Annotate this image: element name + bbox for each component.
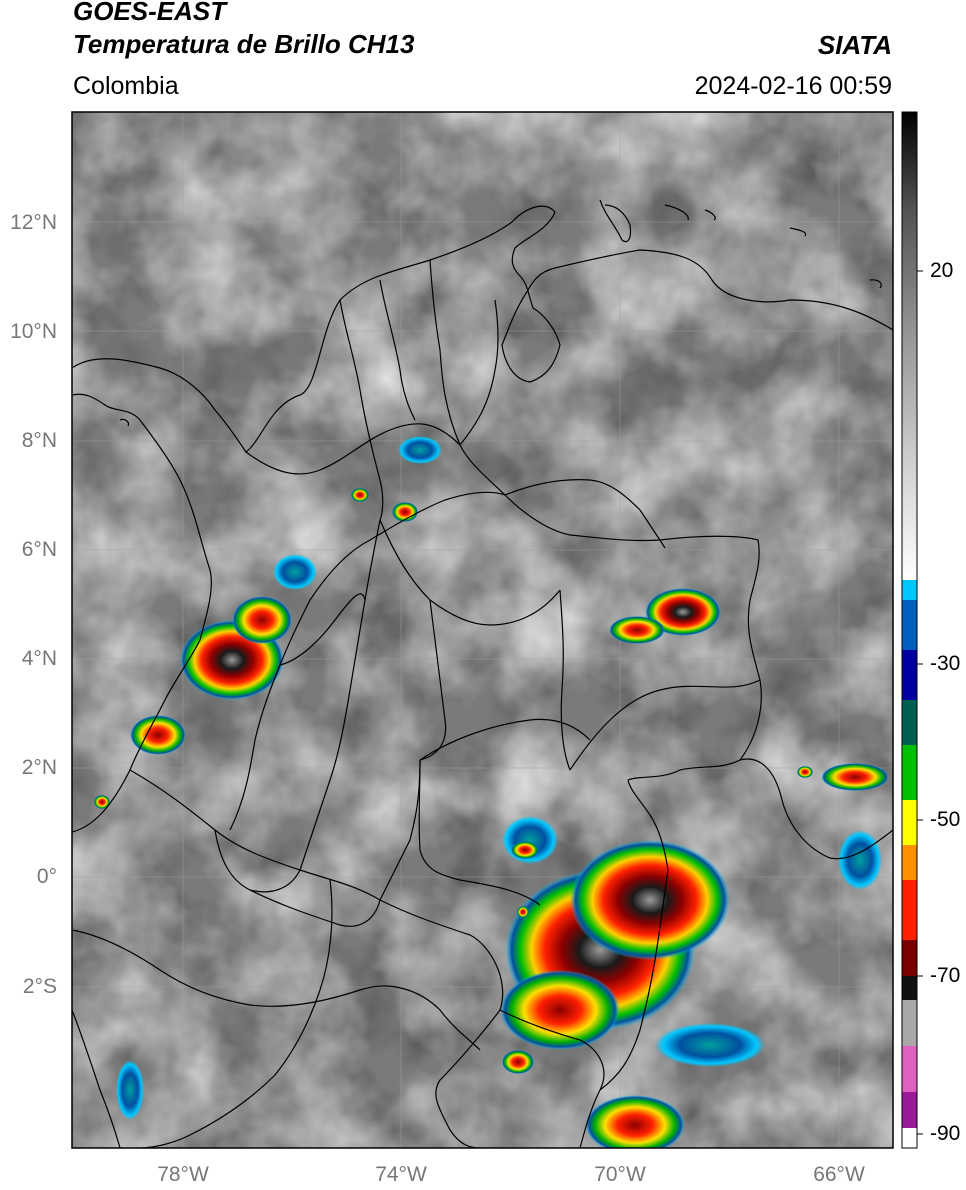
colorbar-segment <box>902 976 917 1000</box>
lon-label-78w: 78°W <box>157 1163 209 1186</box>
lon-label-74w: 74°W <box>375 1163 427 1186</box>
gridlines <box>72 112 893 1148</box>
lat-label-10n: 10°N <box>10 320 57 343</box>
colorbar-frame <box>901 111 918 1149</box>
colorbar-segment <box>902 650 917 700</box>
colorbar <box>901 111 923 1149</box>
lat-label-12n: 12°N <box>10 211 57 234</box>
lat-label-0: 0° <box>36 865 57 888</box>
colorbar-tick-minus90: -90 <box>930 1122 961 1145</box>
colorbar-segment <box>902 1092 917 1128</box>
colorbar-segment <box>902 1046 917 1092</box>
lon-label-66w: 66°W <box>813 1163 865 1186</box>
product-title: Temperatura de Brillo CH13 <box>73 29 415 59</box>
datetime-label: 2024-02-16 00:59 <box>694 72 892 100</box>
colorbar-tick-20: 20 <box>930 259 954 282</box>
colorbar-segment <box>902 600 917 650</box>
colorbar-segment <box>902 745 917 800</box>
region-label: Colombia <box>73 72 179 100</box>
colorbar-segment <box>902 1128 917 1148</box>
country-borders <box>72 199 893 1148</box>
colorbar-segment <box>902 845 917 880</box>
colorbar-gray-ramp <box>902 112 917 580</box>
lat-label-6n: 6°N <box>21 538 57 561</box>
lat-label-4n: 4°N <box>21 647 57 670</box>
colorbar-tick-minus70: -70 <box>930 964 961 987</box>
map-frame <box>71 111 894 1149</box>
colorbar-segment <box>902 1000 917 1046</box>
colorbar-segment <box>902 940 917 976</box>
colorbar-segment <box>902 580 917 600</box>
lat-label-8n: 8°N <box>21 429 57 452</box>
lon-label-70w: 70°W <box>594 1163 646 1186</box>
lat-label-2n: 2°N <box>21 756 57 779</box>
colorbar-segment <box>902 880 917 940</box>
lat-label-2s: 2°S <box>22 975 57 998</box>
colorbar-tick-minus30: -30 <box>930 652 961 675</box>
colorbar-segment <box>902 700 917 745</box>
colorbar-segment <box>902 800 917 845</box>
colorbar-tick-minus50: -50 <box>930 808 961 831</box>
satellite-title: GOES-EAST <box>73 0 227 26</box>
organization-label: SIATA <box>817 30 892 60</box>
convective-cells <box>94 436 889 1148</box>
